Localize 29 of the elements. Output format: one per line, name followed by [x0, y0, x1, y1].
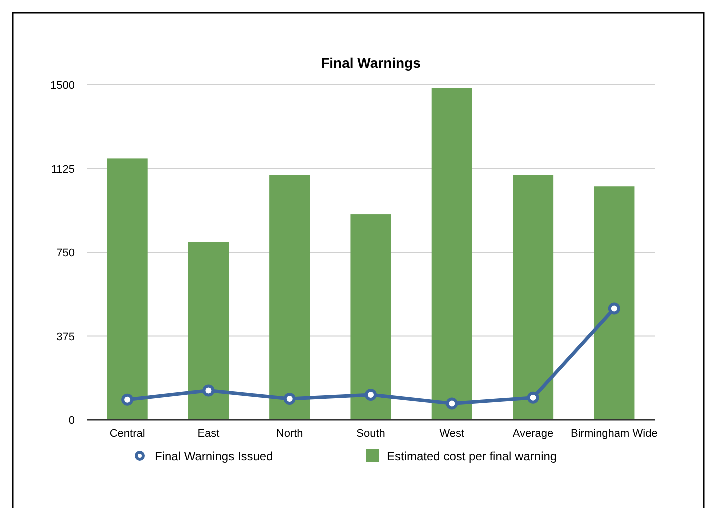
x-tick-label: West [440, 428, 465, 440]
y-tick-label: 1500 [50, 80, 75, 92]
point [284, 393, 296, 406]
bar [513, 175, 554, 420]
y-tick-label: 375 [56, 331, 75, 344]
bar [594, 186, 635, 420]
point [446, 398, 458, 410]
x-tick-label: South [356, 428, 386, 440]
bar [432, 88, 472, 420]
y-tick-label: 0 [68, 415, 75, 427]
legend-label: Final Warnings Issued [155, 450, 274, 464]
x-tick-label: Birmingham Wide [571, 428, 658, 440]
y-tick-label: 750 [56, 248, 75, 260]
point [527, 392, 540, 404]
point [608, 302, 620, 315]
x-tick-label: East [198, 428, 220, 440]
y-tick-label: 1125 [51, 164, 75, 176]
bar [270, 175, 310, 420]
chart-title: Final Warnings [321, 55, 422, 71]
x-tick-label: Average [512, 428, 554, 440]
x-tick-label: Central [110, 428, 146, 440]
point [365, 388, 377, 401]
bar [107, 158, 148, 420]
point [122, 394, 134, 406]
bar [350, 214, 392, 420]
point [202, 384, 215, 397]
legend-label: Estimated cost per final warning [387, 450, 558, 464]
x-tick-label: North [276, 428, 304, 440]
bar [188, 242, 229, 420]
